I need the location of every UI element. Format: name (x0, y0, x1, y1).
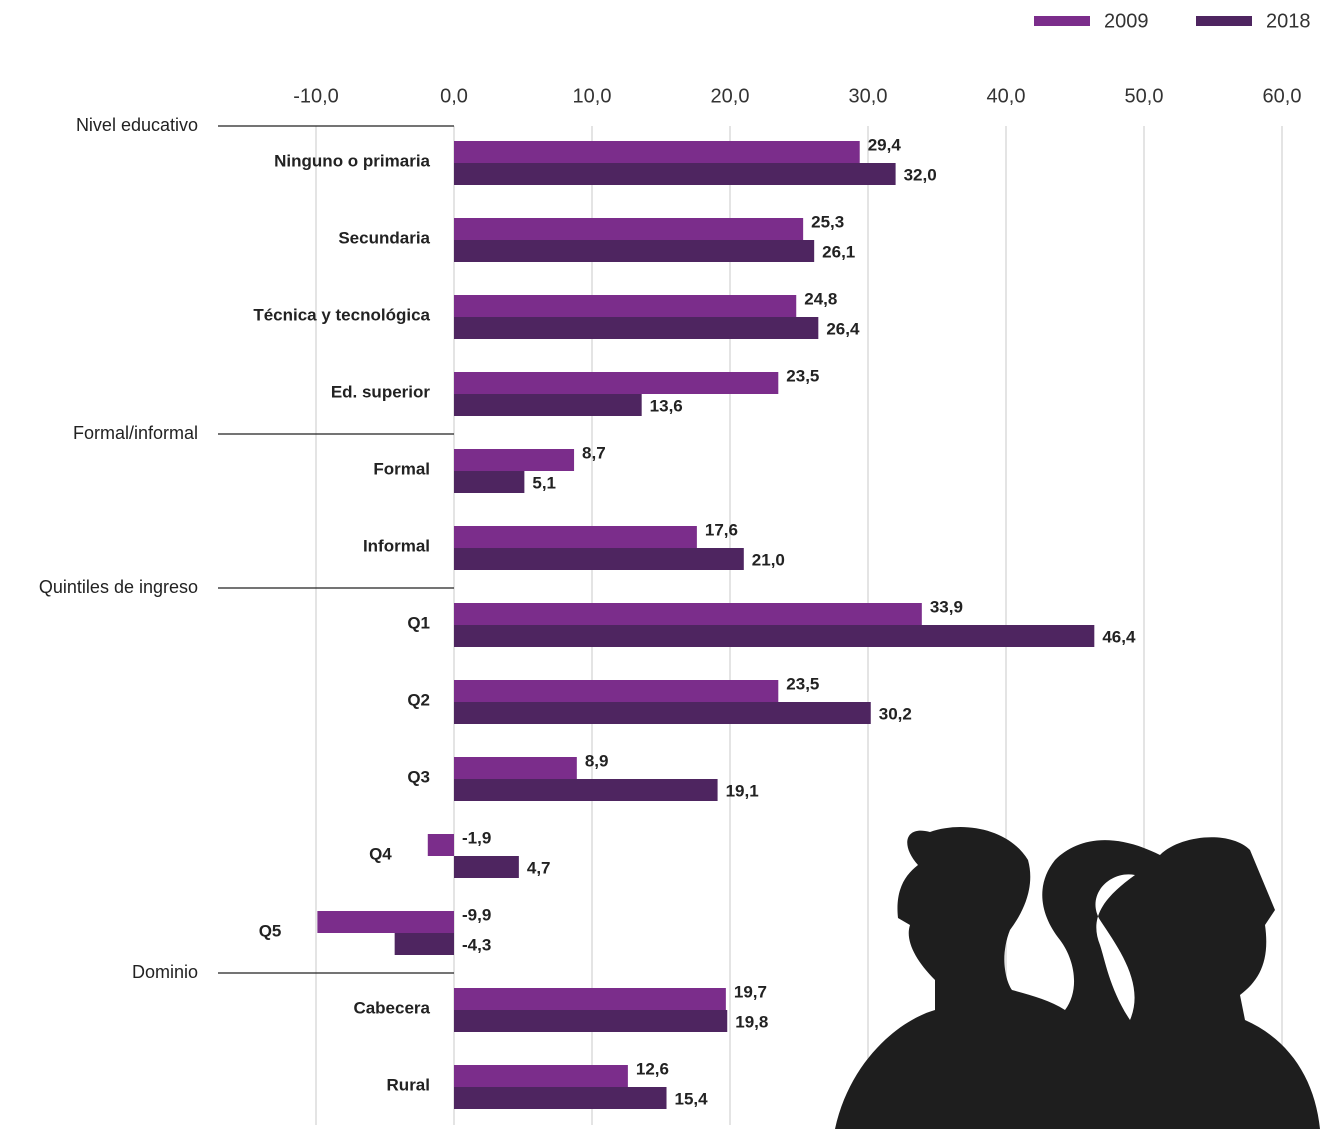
data-label: 19,8 (735, 1012, 768, 1031)
silhouette (835, 827, 1320, 1129)
data-label: 19,1 (726, 781, 759, 800)
category-label: Cabecera (353, 998, 430, 1017)
bar (427, 834, 454, 856)
data-label: 5,1 (532, 473, 556, 492)
data-label: -9,9 (462, 905, 491, 924)
data-label: 46,4 (1102, 627, 1136, 646)
category-label: Q2 (407, 690, 430, 709)
category-label: Q4 (369, 844, 392, 863)
category-label: Q1 (407, 613, 430, 632)
data-label: 21,0 (752, 550, 785, 569)
group-label: Nivel educativo (76, 115, 198, 135)
data-label: 26,4 (826, 319, 860, 338)
x-tick-label: -10,0 (293, 85, 339, 107)
bar (454, 1010, 728, 1032)
x-tick-label: 60,0 (1263, 85, 1302, 107)
bar (454, 1065, 628, 1087)
bar (454, 372, 779, 394)
data-label: 13,6 (650, 396, 683, 415)
category-label: Ed. superior (331, 382, 431, 401)
x-tick-label: 30,0 (849, 85, 888, 107)
data-label: 19,7 (734, 982, 767, 1001)
bar (454, 240, 815, 262)
data-label: 32,0 (904, 165, 937, 184)
bar (454, 757, 577, 779)
bar (454, 141, 860, 163)
bar (454, 471, 525, 493)
group-label: Dominio (132, 962, 198, 982)
group-label: Quintiles de ingreso (39, 577, 198, 597)
category-label: Técnica y tecnológica (253, 305, 430, 324)
x-tick-label: 20,0 (711, 85, 750, 107)
bar (454, 1087, 667, 1109)
legend-swatch (1034, 16, 1090, 26)
category-label: Informal (363, 536, 430, 555)
x-tick-label: 40,0 (987, 85, 1026, 107)
data-label: -4,3 (462, 935, 491, 954)
bar (454, 680, 779, 702)
data-label: 8,7 (582, 443, 606, 462)
legend-swatch (1196, 16, 1252, 26)
x-tick-label: 0,0 (440, 85, 468, 107)
category-label: Q5 (259, 921, 282, 940)
bar (454, 317, 819, 339)
x-tick-label: 10,0 (573, 85, 612, 107)
bar (454, 526, 697, 548)
legend-label: 2009 (1104, 10, 1149, 32)
category-label: Ninguno o primaria (274, 151, 430, 170)
data-label: 33,9 (930, 597, 963, 616)
bar (454, 163, 896, 185)
data-label: 15,4 (675, 1089, 709, 1108)
x-tick-label: 50,0 (1125, 85, 1164, 107)
data-label: 26,1 (822, 242, 855, 261)
bar (454, 625, 1095, 647)
data-label: 29,4 (868, 135, 902, 154)
data-label: 12,6 (636, 1059, 669, 1078)
bar (454, 218, 804, 240)
group-label: Formal/informal (73, 423, 198, 443)
category-label: Secundaria (338, 228, 430, 247)
bar (317, 911, 454, 933)
data-label: 17,6 (705, 520, 738, 539)
bar (454, 295, 797, 317)
bar (454, 548, 744, 570)
legend-label: 2018 (1266, 10, 1311, 32)
category-label: Rural (387, 1075, 430, 1094)
bar (454, 603, 922, 625)
data-label: 4,7 (527, 858, 551, 877)
bar (454, 702, 871, 724)
data-label: 24,8 (804, 289, 837, 308)
bar (454, 856, 519, 878)
data-label: 23,5 (786, 674, 819, 693)
category-label: Formal (373, 459, 430, 478)
data-label: 23,5 (786, 366, 819, 385)
bar (394, 933, 454, 955)
data-label: 30,2 (879, 704, 912, 723)
bar (454, 449, 575, 471)
bar (454, 779, 718, 801)
data-label: 25,3 (811, 212, 844, 231)
bar (454, 394, 642, 416)
category-label: Q3 (407, 767, 430, 786)
bar (454, 988, 726, 1010)
data-label: -1,9 (462, 828, 491, 847)
data-label: 8,9 (585, 751, 609, 770)
